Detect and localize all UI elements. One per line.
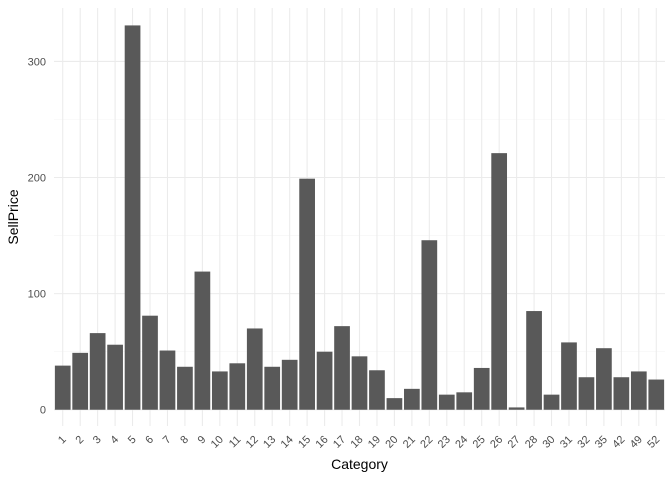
x-tick-label: 31: [558, 434, 575, 451]
bar-31: [561, 342, 577, 410]
x-tick-label: 7: [161, 434, 174, 447]
bar-22: [421, 240, 438, 410]
x-tick-label: 25: [471, 434, 488, 451]
bar-28: [526, 311, 542, 410]
bar-30: [543, 394, 560, 410]
x-tick-label: 4: [108, 434, 121, 447]
x-tick-label: 19: [366, 434, 383, 451]
x-tick-label: 13: [261, 434, 278, 451]
bar-17: [334, 326, 350, 410]
x-tick-label: 9: [196, 434, 209, 447]
x-tick-label: 11: [227, 434, 244, 451]
bar-5: [124, 25, 141, 410]
bar-3: [89, 333, 106, 410]
x-tick-label: 32: [575, 434, 592, 451]
y-axis-title: SellPrice: [5, 189, 21, 244]
bar-16: [316, 351, 333, 410]
x-tick-label: 52: [645, 434, 662, 451]
x-tick-label: 18: [348, 434, 365, 451]
bar-27: [508, 407, 525, 410]
x-tick-label: 8: [178, 434, 191, 447]
x-tick-label: 27: [506, 434, 523, 451]
x-tick-label: 10: [209, 434, 226, 451]
bar-8: [177, 366, 193, 410]
bars: [54, 25, 665, 410]
x-tick-label: 23: [436, 434, 453, 451]
bar-35: [596, 348, 612, 410]
x-tick-label: 49: [628, 434, 645, 451]
bar-20: [386, 398, 403, 410]
bar-9: [194, 271, 211, 410]
bar-24: [456, 392, 473, 410]
x-axis-title: Category: [331, 456, 388, 472]
x-tick-label: 2: [73, 434, 86, 447]
x-tick-label: 21: [401, 434, 418, 451]
x-tick-label: 12: [244, 434, 261, 451]
x-tick-label: 14: [279, 434, 296, 451]
x-tick-label: 17: [331, 434, 348, 451]
y-tick-label: 200: [28, 173, 46, 185]
bar-15: [299, 178, 315, 410]
x-tick-label: 6: [143, 434, 156, 447]
x-tick-label: 5: [126, 434, 139, 447]
y-tick-label: 300: [28, 56, 46, 68]
bar-21: [404, 388, 420, 410]
bar-13: [264, 366, 281, 410]
x-tick-label: 24: [453, 434, 470, 451]
x-tick-label: 20: [383, 434, 400, 451]
x-axis-ticks: 1 2 3 4 5 6 7 8 9 10 11 12 13 14 15 16 17 18 19 20 21 22 23 24 2…: [56, 434, 662, 451]
x-tick-label: 15: [296, 434, 313, 451]
bar-12: [246, 328, 263, 410]
bar-7: [159, 350, 176, 410]
bar-11: [229, 363, 246, 410]
x-tick-label: 42: [610, 434, 627, 451]
y-tick-label: 0: [40, 405, 46, 417]
x-tick-label: 22: [418, 434, 435, 451]
x-tick-label: 26: [488, 434, 505, 451]
bar-25: [473, 367, 490, 410]
bar-10: [211, 371, 228, 410]
bar-19: [369, 370, 385, 410]
x-tick-label: 30: [541, 434, 558, 451]
bar-32: [578, 377, 595, 410]
bar-42: [613, 377, 630, 410]
bar-2: [72, 352, 89, 410]
bar-6: [142, 315, 158, 410]
x-tick-label: 16: [314, 434, 331, 451]
bar-23: [438, 394, 455, 410]
bar-49: [630, 371, 647, 410]
bar-14: [281, 359, 298, 410]
y-axis-ticks: 0 100 200 300: [28, 56, 46, 416]
y-tick-label: 100: [28, 289, 46, 301]
bar-18: [351, 356, 368, 410]
x-tick-label: 3: [91, 434, 104, 447]
x-tick-label: 28: [523, 434, 540, 451]
bar-26: [491, 153, 508, 410]
bar-1: [54, 365, 71, 410]
bar-52: [648, 379, 665, 410]
x-tick-label: 1: [56, 434, 69, 447]
x-tick-label: 35: [593, 434, 610, 451]
bar-4: [107, 344, 123, 410]
